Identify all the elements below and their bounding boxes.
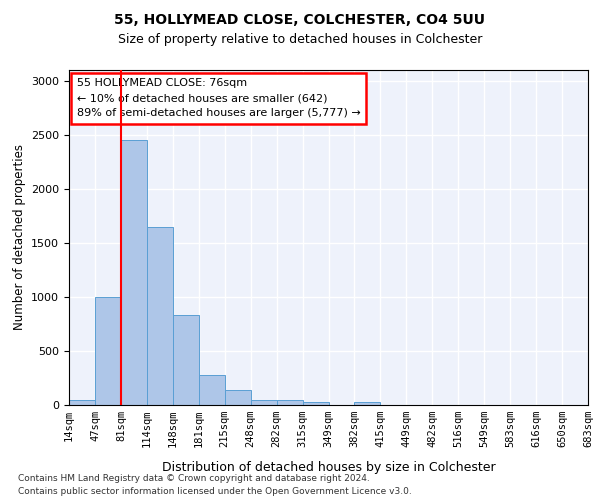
Y-axis label: Number of detached properties: Number of detached properties	[13, 144, 26, 330]
Bar	[173, 316, 199, 405]
Bar	[121, 140, 147, 405]
Text: Contains HM Land Registry data © Crown copyright and database right 2024.: Contains HM Land Registry data © Crown c…	[18, 474, 370, 483]
Bar	[147, 226, 173, 405]
Bar	[355, 402, 380, 405]
Text: Size of property relative to detached houses in Colchester: Size of property relative to detached ho…	[118, 32, 482, 46]
Bar	[199, 374, 224, 405]
Text: 55 HOLLYMEAD CLOSE: 76sqm
← 10% of detached houses are smaller (642)
89% of semi: 55 HOLLYMEAD CLOSE: 76sqm ← 10% of detac…	[77, 78, 361, 118]
X-axis label: Distribution of detached houses by size in Colchester: Distribution of detached houses by size …	[161, 461, 496, 474]
Text: Contains public sector information licensed under the Open Government Licence v3: Contains public sector information licen…	[18, 487, 412, 496]
Bar	[277, 400, 302, 405]
Bar	[302, 402, 329, 405]
Bar	[251, 400, 277, 405]
Bar	[95, 297, 121, 405]
Text: 55, HOLLYMEAD CLOSE, COLCHESTER, CO4 5UU: 55, HOLLYMEAD CLOSE, COLCHESTER, CO4 5UU	[115, 12, 485, 26]
Bar	[225, 390, 251, 405]
Bar	[69, 400, 95, 405]
